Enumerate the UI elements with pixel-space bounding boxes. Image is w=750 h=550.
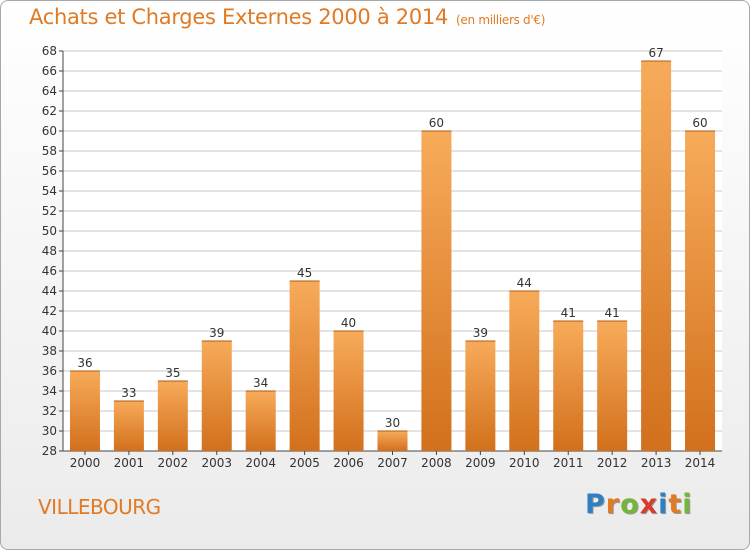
chart-title: Achats et Charges Externes 2000 à 2014 (e… <box>29 5 545 29</box>
bar <box>509 291 540 451</box>
data-label: 40 <box>341 316 356 330</box>
y-tick-label: 66 <box>42 64 57 78</box>
data-label: 60 <box>692 116 707 130</box>
y-tick-label: 62 <box>42 104 57 118</box>
y-tick-label: 52 <box>42 204 57 218</box>
data-label: 36 <box>77 356 92 370</box>
x-tick-label: 2005 <box>289 456 320 470</box>
y-tick-label: 30 <box>42 424 57 438</box>
bar <box>421 131 452 451</box>
y-tick-label: 38 <box>42 344 57 358</box>
data-label: 39 <box>209 326 224 340</box>
bar <box>333 331 364 451</box>
x-tick-label: 2003 <box>201 456 232 470</box>
logo-letter: i <box>658 489 669 520</box>
bar <box>201 341 232 451</box>
data-label: 41 <box>605 306 620 320</box>
y-tick-label: 34 <box>42 384 57 398</box>
bar <box>685 131 716 451</box>
place-name: VILLEBOURG <box>38 495 161 519</box>
y-tick-label: 42 <box>42 304 57 318</box>
bar <box>245 391 276 451</box>
y-tick-label: 58 <box>42 144 57 158</box>
y-tick-label: 50 <box>42 224 57 238</box>
y-tick-label: 28 <box>42 444 57 458</box>
x-tick-label: 2007 <box>377 456 408 470</box>
x-tick-label: 2001 <box>114 456 145 470</box>
logo-letter: P <box>585 489 606 520</box>
data-label: 67 <box>648 46 663 60</box>
x-tick-label: 2009 <box>465 456 496 470</box>
data-label: 35 <box>165 366 180 380</box>
proxiti-logo: Proxiti <box>585 489 693 520</box>
bar <box>113 401 144 451</box>
logo-letter: o <box>620 489 640 520</box>
x-tick-label: 2002 <box>158 456 189 470</box>
data-label: 34 <box>253 376 268 390</box>
logo-letter: x <box>639 489 659 520</box>
y-tick-label: 56 <box>42 164 57 178</box>
x-tick-label: 2008 <box>421 456 452 470</box>
data-label: 33 <box>121 386 136 400</box>
bar <box>377 431 408 451</box>
x-tick-label: 2004 <box>245 456 276 470</box>
logo-letter: t <box>668 489 683 520</box>
data-label: 44 <box>517 276 532 290</box>
bar <box>553 321 584 451</box>
y-tick-label: 48 <box>42 244 57 258</box>
y-tick-label: 32 <box>42 404 57 418</box>
bar <box>289 281 320 451</box>
data-label: 41 <box>561 306 576 320</box>
bar <box>69 371 100 451</box>
y-tick-label: 60 <box>42 124 57 138</box>
x-tick-label: 2013 <box>641 456 672 470</box>
y-tick-label: 46 <box>42 264 57 278</box>
bar <box>641 61 672 451</box>
data-label: 30 <box>385 416 400 430</box>
x-tick-label: 2014 <box>685 456 716 470</box>
logo-letter: i <box>682 489 693 520</box>
x-tick-label: 2011 <box>553 456 584 470</box>
logo-letter: r <box>605 489 621 520</box>
bar <box>465 341 496 451</box>
y-tick-label: 54 <box>42 184 57 198</box>
data-label: 60 <box>429 116 444 130</box>
bar <box>597 321 628 451</box>
x-tick-label: 2010 <box>509 456 540 470</box>
chart-title-text: Achats et Charges Externes 2000 à 2014 <box>29 5 449 29</box>
data-label: 39 <box>473 326 488 340</box>
x-tick-label: 2006 <box>333 456 364 470</box>
y-tick-label: 40 <box>42 324 57 338</box>
data-label: 45 <box>297 266 312 280</box>
y-tick-label: 64 <box>42 84 57 98</box>
bar <box>157 381 188 451</box>
y-tick-label: 44 <box>42 284 57 298</box>
x-tick-label: 2012 <box>597 456 628 470</box>
y-tick-label: 36 <box>42 364 57 378</box>
x-tick-label: 2000 <box>70 456 101 470</box>
y-tick-label: 68 <box>42 44 57 58</box>
chart-subtitle: (en milliers d'€) <box>456 13 546 27</box>
